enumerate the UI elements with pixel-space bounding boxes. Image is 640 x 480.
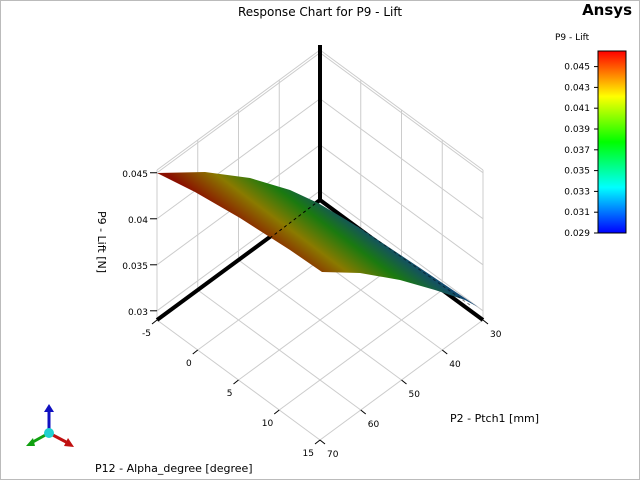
x-tick: [233, 379, 239, 385]
y-tick-label: 70: [327, 450, 339, 460]
ansys-logo: Ansys: [582, 1, 632, 19]
y-tick-label: 30: [490, 330, 502, 340]
colorbar-tick-label: 0.041: [564, 104, 590, 114]
floor-gridline: [278, 289, 443, 411]
colorbar-tick-label: 0.033: [564, 187, 590, 197]
z-tick-label: 0.04: [128, 216, 148, 226]
colorbar-tick-label: 0.043: [564, 83, 590, 93]
z-tick-label: 0.035: [122, 262, 148, 272]
y-tick: [401, 379, 407, 385]
floor-gridline: [238, 259, 402, 381]
colorbar-tick-label: 0.037: [564, 146, 590, 156]
x-tick-label: 10: [262, 419, 274, 429]
x-tick: [314, 439, 321, 445]
y-tick: [360, 409, 367, 415]
colorbar-tick-label: 0.035: [564, 167, 590, 177]
y-tick: [482, 319, 489, 325]
hidden-axis-dash: [319, 199, 471, 306]
colorbar-tick-label: 0.039: [564, 125, 590, 135]
y-axis-label: P2 - Ptch1 [mm]: [450, 412, 539, 425]
x-tick-label: 15: [303, 449, 314, 459]
z-tick-label: 0.045: [122, 170, 148, 180]
x-tick-label: 0: [186, 359, 192, 369]
x-tick: [151, 319, 158, 325]
x-tick: [273, 409, 280, 415]
y-tick: [441, 349, 448, 355]
floor-gridline: [197, 289, 362, 411]
colorbar: [597, 50, 627, 234]
colorbar-tick-label: 0.045: [564, 63, 590, 73]
x-tick-label: 5: [227, 389, 233, 399]
y-tick-label: 50: [409, 390, 421, 400]
z-tick-label: 0.03: [128, 308, 148, 318]
hidden-axis-dash: [269, 199, 321, 239]
x-tick: [192, 349, 199, 355]
x-tick-label: -5: [142, 329, 151, 339]
y-tick-label: 40: [449, 360, 461, 370]
z-axis-label: P9 - Lift [N]: [95, 211, 108, 273]
y-tick-label: 60: [368, 420, 380, 430]
chart-title: Response Chart for P9 - Lift: [238, 5, 402, 19]
colorbar-tick-label: 0.031: [564, 208, 590, 218]
response-surface[interactable]: [157, 172, 478, 307]
y-tick: [319, 439, 326, 445]
colorbar-tick-label: 0.029: [564, 229, 590, 239]
orientation-triad-icon: [26, 404, 74, 447]
x-axis-label: P12 - Alpha_degree [degree]: [95, 462, 253, 475]
colorbar-title: P9 - Lift: [555, 33, 590, 43]
